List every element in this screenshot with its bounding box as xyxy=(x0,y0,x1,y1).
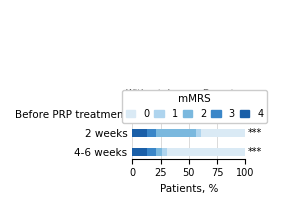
Bar xyxy=(133,129,147,137)
Bar xyxy=(147,148,156,156)
Bar xyxy=(133,148,147,156)
Bar xyxy=(133,109,149,118)
Bar xyxy=(217,109,223,118)
Bar xyxy=(149,109,217,118)
Bar xyxy=(167,148,245,156)
Bar xyxy=(156,148,162,156)
Bar xyxy=(223,109,228,118)
Bar xyxy=(156,129,196,137)
Text: ***: *** xyxy=(248,147,262,157)
Bar xyxy=(162,148,167,156)
X-axis label: Patients, %: Patients, % xyxy=(160,184,218,194)
Text: ***: *** xyxy=(248,128,262,138)
Text: Without dyspnea: Without dyspnea xyxy=(126,89,202,98)
Bar xyxy=(228,109,245,118)
Text: Dyspnea: Dyspnea xyxy=(202,89,242,98)
Legend: 0, 1, 2, 3, 4: 0, 1, 2, 3, 4 xyxy=(122,90,267,123)
Bar xyxy=(196,129,201,137)
Bar xyxy=(201,129,245,137)
Bar xyxy=(147,129,156,137)
